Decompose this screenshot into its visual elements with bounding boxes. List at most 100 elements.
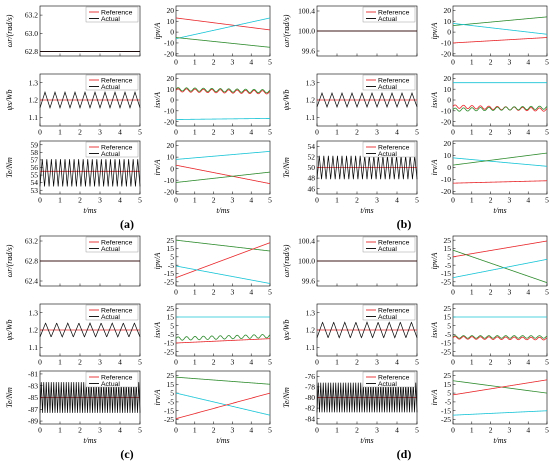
- y-tick-label: 0: [447, 163, 451, 172]
- x-tick-label: 3: [98, 128, 102, 137]
- y-tick-label: 100.4: [298, 237, 315, 246]
- x-tick-label: 3: [375, 128, 379, 137]
- legend-label: Reference: [101, 307, 133, 314]
- y-tick-label: 15: [444, 380, 452, 389]
- legend-label: Actual: [101, 381, 120, 388]
- y-axis-label: isv/A: [153, 322, 162, 338]
- y-axis-label: ψs/Wb: [282, 320, 291, 341]
- y-tick-label: 59: [31, 140, 39, 149]
- x-tick-label: 1: [470, 358, 474, 367]
- x-tick-label: 1: [335, 426, 339, 435]
- series-line-red: [175, 392, 271, 420]
- x-tick-label: 5: [415, 196, 419, 205]
- y-tick-label: 15: [167, 380, 175, 389]
- y-tick-label: 0: [170, 164, 174, 173]
- y-axis-label: Te/Nm: [5, 157, 14, 178]
- y-axis-label: ipv/A: [153, 22, 162, 39]
- y-tick-label: -82: [305, 404, 315, 413]
- y-tick-label: -15: [441, 269, 451, 278]
- y-tick-label: 56: [31, 163, 39, 172]
- x-tick-label: 2: [489, 58, 493, 67]
- x-tick-label: 3: [98, 426, 102, 435]
- x-tick-label: 5: [545, 288, 549, 297]
- y-tick-label: -25: [164, 347, 174, 356]
- x-tick-label: 5: [415, 128, 419, 137]
- x-tick-label: 0: [451, 426, 455, 435]
- y-tick-label: -5: [445, 261, 451, 270]
- series-line-red: [175, 17, 271, 31]
- y-tick-label: 1.3: [29, 308, 39, 317]
- legend-label: Reference: [378, 239, 410, 246]
- axes-box: [175, 235, 271, 287]
- panel-label: (a): [120, 217, 134, 231]
- y-tick-label: -5: [168, 330, 174, 339]
- y-tick-label: 20: [444, 6, 452, 15]
- y-tick-label: 10: [167, 153, 175, 162]
- x-tick-label: 3: [375, 426, 379, 435]
- y-tick-label: 15: [167, 244, 175, 253]
- series-line-cyan: [175, 150, 271, 160]
- y-tick-label: -5: [445, 330, 451, 339]
- axes-box: [175, 5, 271, 57]
- x-tick-label: 0: [315, 196, 319, 205]
- series-line-red: [452, 240, 548, 258]
- legend-label: Reference: [101, 9, 133, 16]
- x-tick-label: 0: [451, 358, 455, 367]
- x-tick-label: 1: [58, 196, 62, 205]
- y-tick-label: -25: [441, 277, 451, 286]
- series-line-red: [175, 164, 271, 185]
- x-tick-label: 0: [174, 426, 178, 435]
- subplot-b-irv: -20 -10 0 10 20 0 1 2 3 4 5 irv/A: [430, 139, 549, 204]
- x-tick-label: 0: [174, 288, 178, 297]
- y-tick-label: 1.2: [29, 96, 39, 105]
- y-tick-label: -83: [28, 381, 38, 390]
- x-axis-label: t/ms: [493, 206, 506, 215]
- y-tick-label: 0: [447, 28, 451, 37]
- x-tick-label: 3: [231, 58, 235, 67]
- x-tick-label: 2: [212, 288, 216, 297]
- y-tick-label: 20: [444, 139, 452, 148]
- x-tick-label: 0: [38, 358, 42, 367]
- y-tick-label: 62.8: [25, 257, 38, 266]
- legend-label: Actual: [101, 84, 120, 91]
- x-tick-label: 5: [545, 426, 549, 435]
- y-tick-label: -10: [164, 39, 174, 48]
- y-tick-label: 50: [308, 163, 316, 172]
- panel-c: 62.462.863.2 ReferenceActualωr/(rad/s)1.1…: [5, 235, 272, 461]
- x-tick-label: 4: [526, 58, 530, 67]
- y-tick-label: 25: [167, 304, 175, 313]
- x-tick-label: 1: [193, 128, 197, 137]
- y-tick-label: 10: [444, 85, 452, 94]
- x-tick-label: 0: [174, 58, 178, 67]
- y-tick-label: 15: [444, 313, 452, 322]
- x-tick-label: 4: [249, 196, 253, 205]
- x-tick-label: 5: [138, 128, 142, 137]
- y-tick-label: -25: [164, 277, 174, 286]
- x-tick-label: 2: [78, 128, 82, 137]
- y-axis-label: isv/A: [430, 322, 439, 338]
- legend-label: Actual: [378, 84, 397, 91]
- legend-label: Reference: [101, 239, 133, 246]
- y-tick-label: -10: [164, 106, 174, 115]
- legend-label: Actual: [101, 16, 120, 23]
- x-tick-label: 2: [212, 58, 216, 67]
- y-tick-label: 1.2: [29, 326, 39, 335]
- x-tick-label: 0: [38, 426, 42, 435]
- series-line-actual: [39, 382, 141, 413]
- x-tick-label: 4: [526, 128, 530, 137]
- y-tick-label: 63.0: [25, 29, 38, 38]
- panel-label: (b): [397, 217, 412, 231]
- series-line-red: [175, 338, 271, 344]
- x-tick-label: 5: [138, 426, 142, 435]
- y-tick-label: 62.4: [25, 277, 38, 286]
- series-line-cyan: [452, 157, 548, 167]
- x-axis-label: t/ms: [360, 436, 373, 445]
